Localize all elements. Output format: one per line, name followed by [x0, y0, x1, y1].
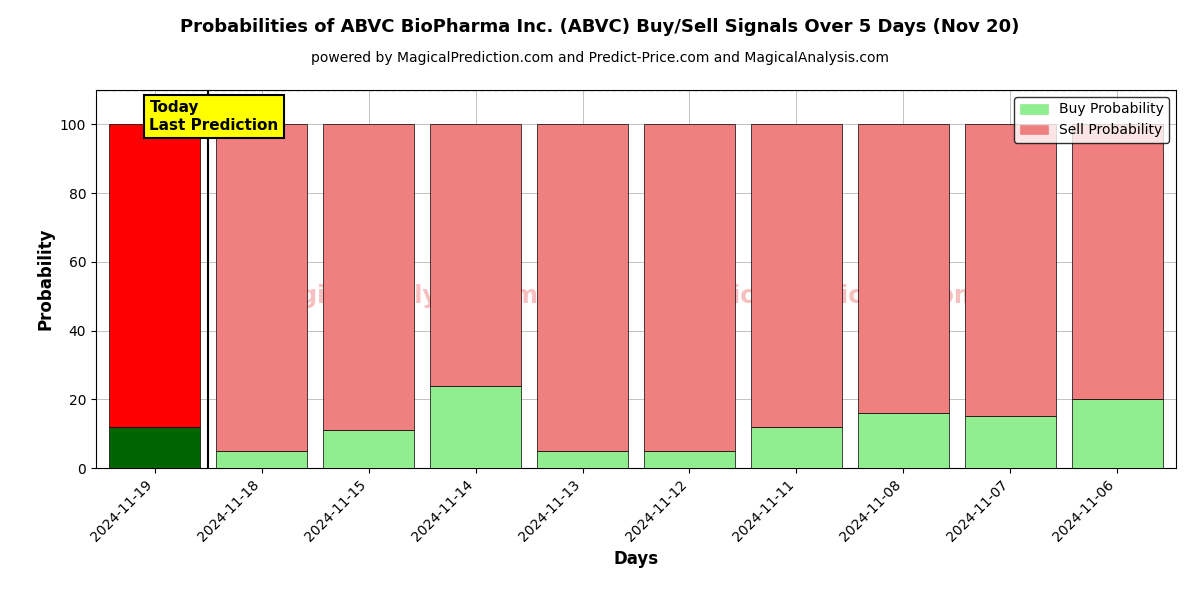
Bar	[538, 124, 628, 451]
Bar	[751, 124, 842, 427]
Bar	[644, 451, 734, 468]
Bar	[323, 124, 414, 430]
Bar	[965, 124, 1056, 416]
Bar	[751, 427, 842, 468]
Bar	[858, 413, 949, 468]
Text: Probabilities of ABVC BioPharma Inc. (ABVC) Buy/Sell Signals Over 5 Days (Nov 20: Probabilities of ABVC BioPharma Inc. (AB…	[180, 18, 1020, 36]
Y-axis label: Probability: Probability	[36, 228, 54, 330]
Bar	[1072, 124, 1163, 399]
Text: MagicalPrediction.com: MagicalPrediction.com	[677, 284, 979, 308]
Bar	[644, 124, 734, 451]
Text: Today
Last Prediction: Today Last Prediction	[150, 100, 278, 133]
Bar	[109, 427, 200, 468]
Bar	[430, 124, 521, 386]
Bar	[1072, 399, 1163, 468]
Bar	[109, 124, 200, 427]
Bar	[216, 451, 307, 468]
Text: MagicalAnalysis.com: MagicalAnalysis.com	[263, 284, 539, 308]
Bar	[216, 124, 307, 451]
Bar	[965, 416, 1056, 468]
X-axis label: Days: Days	[613, 550, 659, 568]
Bar	[858, 124, 949, 413]
Legend: Buy Probability, Sell Probability: Buy Probability, Sell Probability	[1014, 97, 1169, 143]
Text: powered by MagicalPrediction.com and Predict-Price.com and MagicalAnalysis.com: powered by MagicalPrediction.com and Pre…	[311, 51, 889, 65]
Bar	[323, 430, 414, 468]
Bar	[430, 386, 521, 468]
Bar	[538, 451, 628, 468]
